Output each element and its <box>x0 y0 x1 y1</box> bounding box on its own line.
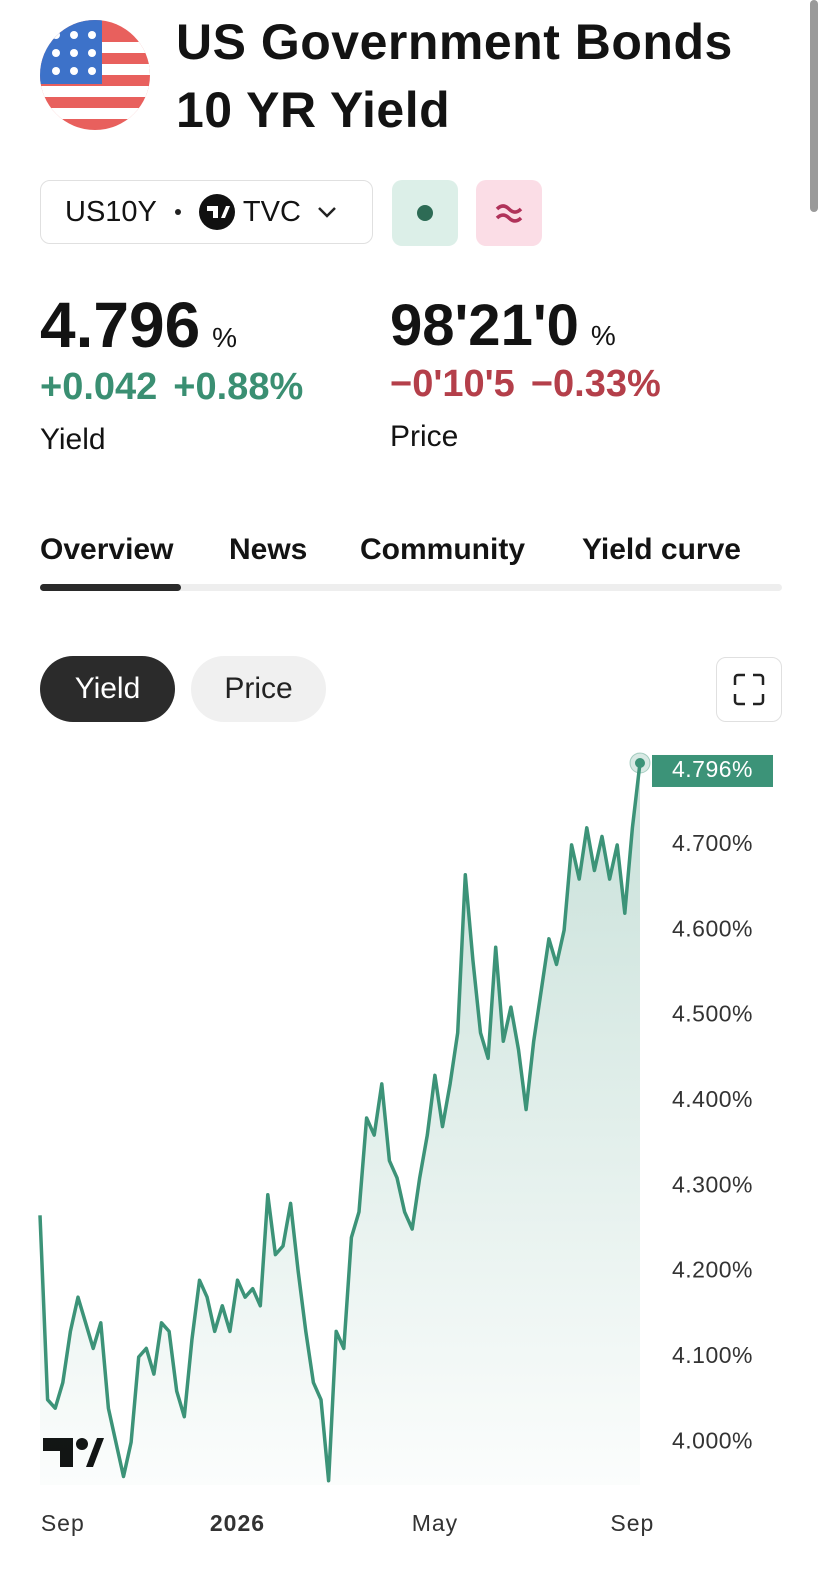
approx-icon <box>495 204 523 223</box>
price-label: Price <box>390 420 459 453</box>
y-tick-label: 4.400% <box>672 1086 753 1112</box>
toggle[interactable]: Yield <box>40 656 175 722</box>
yield-change: +0.042 <box>40 366 158 408</box>
exchange-logo <box>198 194 235 230</box>
value-label-box <box>652 754 773 787</box>
yield-quote: 4.796% +0.042 +0.88% Yield <box>40 288 303 457</box>
symbol-selector[interactable]: US10Y TVC <box>40 180 373 244</box>
x-tick-label: Sep <box>41 1510 85 1536</box>
yield-label: Yield <box>40 423 106 456</box>
title: US Government Bonds 10 YR Yield <box>176 8 733 144</box>
yield-change-percent: +0.88% <box>173 366 304 408</box>
yield-unit: % <box>212 322 238 353</box>
y-tick-label: 4.000% <box>672 1427 753 1453</box>
x-tick-label: Sep <box>610 1510 654 1536</box>
y-tick-label: 4.600% <box>672 915 753 941</box>
fullscreen-button[interactable] <box>716 657 782 722</box>
scrollbar <box>810 0 818 212</box>
fullscreen-icon <box>733 673 765 706</box>
tab-track <box>40 584 782 591</box>
price-quote: 98'21'0% −0'10'5 −0.33% Price <box>390 288 661 454</box>
last-point <box>635 757 645 768</box>
y-tick-label: 4.200% <box>672 1257 753 1283</box>
x-tick-label: 2026 <box>210 1510 265 1536</box>
y-tick-label: 4.500% <box>672 1001 753 1027</box>
title-line: US Government Bonds <box>176 14 733 70</box>
yield-value: 4.796 <box>40 289 201 361</box>
tab[interactable]: News <box>229 533 308 566</box>
title-line: 10 YR Yield <box>176 82 451 138</box>
separator-dot <box>174 209 181 215</box>
tab[interactable]: Overview <box>40 533 174 566</box>
y-tick-label: 4.700% <box>672 830 753 856</box>
price-change-percent: −0.33% <box>530 363 661 405</box>
tab[interactable]: Yield curve <box>582 533 741 566</box>
x-tick-label: May <box>412 1510 458 1536</box>
approx-button[interactable] <box>476 180 542 246</box>
toggle[interactable]: Price <box>191 656 326 722</box>
price-unit: % <box>590 320 616 351</box>
line <box>38 762 642 1483</box>
status-button[interactable] <box>392 180 458 246</box>
flag-icon <box>40 20 150 130</box>
price-value: 98'21'0 <box>390 293 579 358</box>
price-change: −0'10'5 <box>390 363 515 405</box>
exchange: TVC <box>242 195 301 228</box>
y-tick-label: 4.300% <box>672 1171 753 1197</box>
chevron-icon <box>318 207 336 218</box>
tab-indicator <box>40 584 181 591</box>
ticker: US10Y <box>65 195 157 228</box>
area <box>40 763 640 1485</box>
value-label: 4.796% <box>672 756 753 782</box>
status-dot <box>417 205 433 221</box>
y-tick-label: 4.100% <box>672 1342 753 1368</box>
tab[interactable]: Community <box>360 533 525 566</box>
